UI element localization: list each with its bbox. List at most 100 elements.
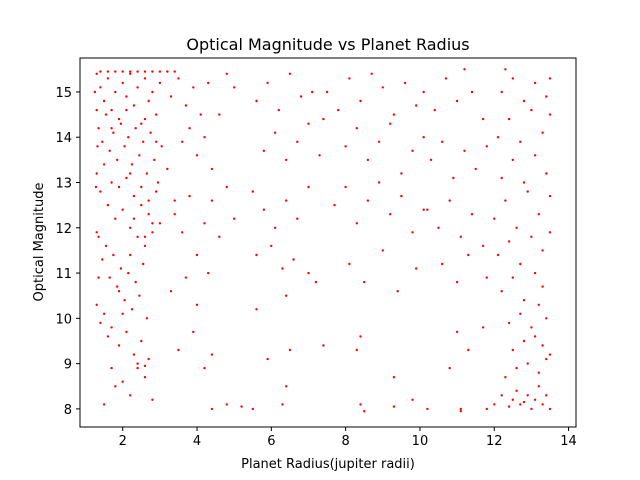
scatter-point <box>151 90 154 94</box>
scatter-point <box>114 217 117 220</box>
scatter-point <box>155 140 158 143</box>
scatter-point <box>112 253 115 257</box>
scatter-point <box>470 213 474 216</box>
scatter-point <box>110 326 113 329</box>
scatter-point <box>158 222 162 225</box>
scatter-point <box>143 235 147 238</box>
x-tick-label: 14 <box>560 434 577 449</box>
scatter-point <box>392 376 396 379</box>
y-tick-label: 13 <box>55 177 72 192</box>
scatter-point <box>266 357 269 361</box>
scatter-point <box>504 68 507 71</box>
scatter-point <box>322 117 325 121</box>
scatter-point <box>147 199 150 202</box>
scatter-point <box>203 136 206 139</box>
scatter-point <box>104 244 108 248</box>
scatter-point <box>522 99 526 103</box>
scatter-point <box>112 131 115 134</box>
scatter-point <box>344 185 347 189</box>
scatter-point <box>496 136 500 139</box>
scatter-point <box>533 398 537 401</box>
scatter-point <box>273 226 277 229</box>
scatter-point <box>199 113 202 116</box>
scatter-point <box>530 407 533 411</box>
scatter-point <box>474 167 477 171</box>
x-tick-label: 12 <box>486 434 503 449</box>
scatter-point <box>173 199 176 202</box>
scatter-point <box>522 339 526 343</box>
scatter-point <box>207 271 210 275</box>
scatter-point <box>121 208 124 211</box>
scatter-point <box>110 108 113 112</box>
scatter-point <box>533 271 537 275</box>
scatter-point <box>285 199 288 202</box>
scatter-point <box>348 262 351 266</box>
scatter-point <box>422 208 425 211</box>
scatter-point <box>110 181 113 184</box>
scatter-point <box>155 113 158 116</box>
scatter-point <box>255 308 258 311</box>
scatter-point <box>129 72 132 76</box>
scatter-point <box>548 194 552 198</box>
scatter-point <box>169 95 173 98</box>
scatter-point <box>545 357 548 361</box>
scatter-point <box>127 271 130 275</box>
scatter-point <box>188 127 191 130</box>
scatter-point <box>134 280 137 284</box>
scatter-point <box>143 70 147 73</box>
scatter-point <box>526 394 529 397</box>
scatter-point <box>130 308 134 311</box>
scatter-point <box>533 154 537 157</box>
scatter-point <box>136 362 139 365</box>
scatter-point <box>307 122 310 125</box>
scatter-point <box>255 99 258 103</box>
scatter-point <box>485 145 488 148</box>
scatter-point <box>493 403 496 406</box>
scatter-point <box>545 172 548 175</box>
scatter-point <box>142 140 145 143</box>
scatter-point <box>545 317 548 320</box>
scatter-point <box>117 344 121 347</box>
scatter-point <box>99 86 102 89</box>
scatter-point <box>381 86 384 89</box>
scatter-point <box>541 249 544 252</box>
scatter-point <box>218 235 221 238</box>
scatter-point <box>125 95 128 98</box>
scatter-point <box>125 108 128 112</box>
scatter-point <box>548 113 552 116</box>
scatter-point <box>251 190 254 193</box>
scatter-point <box>455 99 459 103</box>
scatter-point <box>541 131 544 134</box>
y-tick-label: 8 <box>64 403 72 418</box>
scatter-point <box>121 70 124 73</box>
scatter-point <box>210 167 214 171</box>
scatter-point <box>548 407 552 411</box>
scatter-point <box>493 217 496 220</box>
scatter-point <box>533 81 537 85</box>
scatter-point <box>296 140 299 143</box>
scatter-point <box>285 385 288 388</box>
scatter-point <box>225 403 228 406</box>
scatter-point <box>500 90 503 94</box>
scatter-point <box>149 131 152 134</box>
scatter-point <box>463 68 466 71</box>
scatter-point <box>132 194 136 198</box>
scatter-point <box>95 231 98 234</box>
scatter-point <box>108 149 111 152</box>
scatter-point <box>184 276 188 279</box>
scatter-point <box>366 199 370 202</box>
scatter-point <box>240 405 243 408</box>
scatter-point <box>359 99 362 103</box>
scatter-point <box>507 405 511 408</box>
scatter-point <box>158 70 162 73</box>
scatter-point <box>158 81 162 85</box>
scatter-point <box>500 176 503 180</box>
scatter-point <box>143 117 147 121</box>
scatter-point <box>136 86 139 89</box>
scatter-point <box>455 330 459 334</box>
scatter-point <box>121 312 124 315</box>
scatter-point <box>195 253 199 257</box>
scatter-point <box>366 158 370 162</box>
scatter-point <box>507 240 511 243</box>
scatter-point <box>355 222 358 225</box>
